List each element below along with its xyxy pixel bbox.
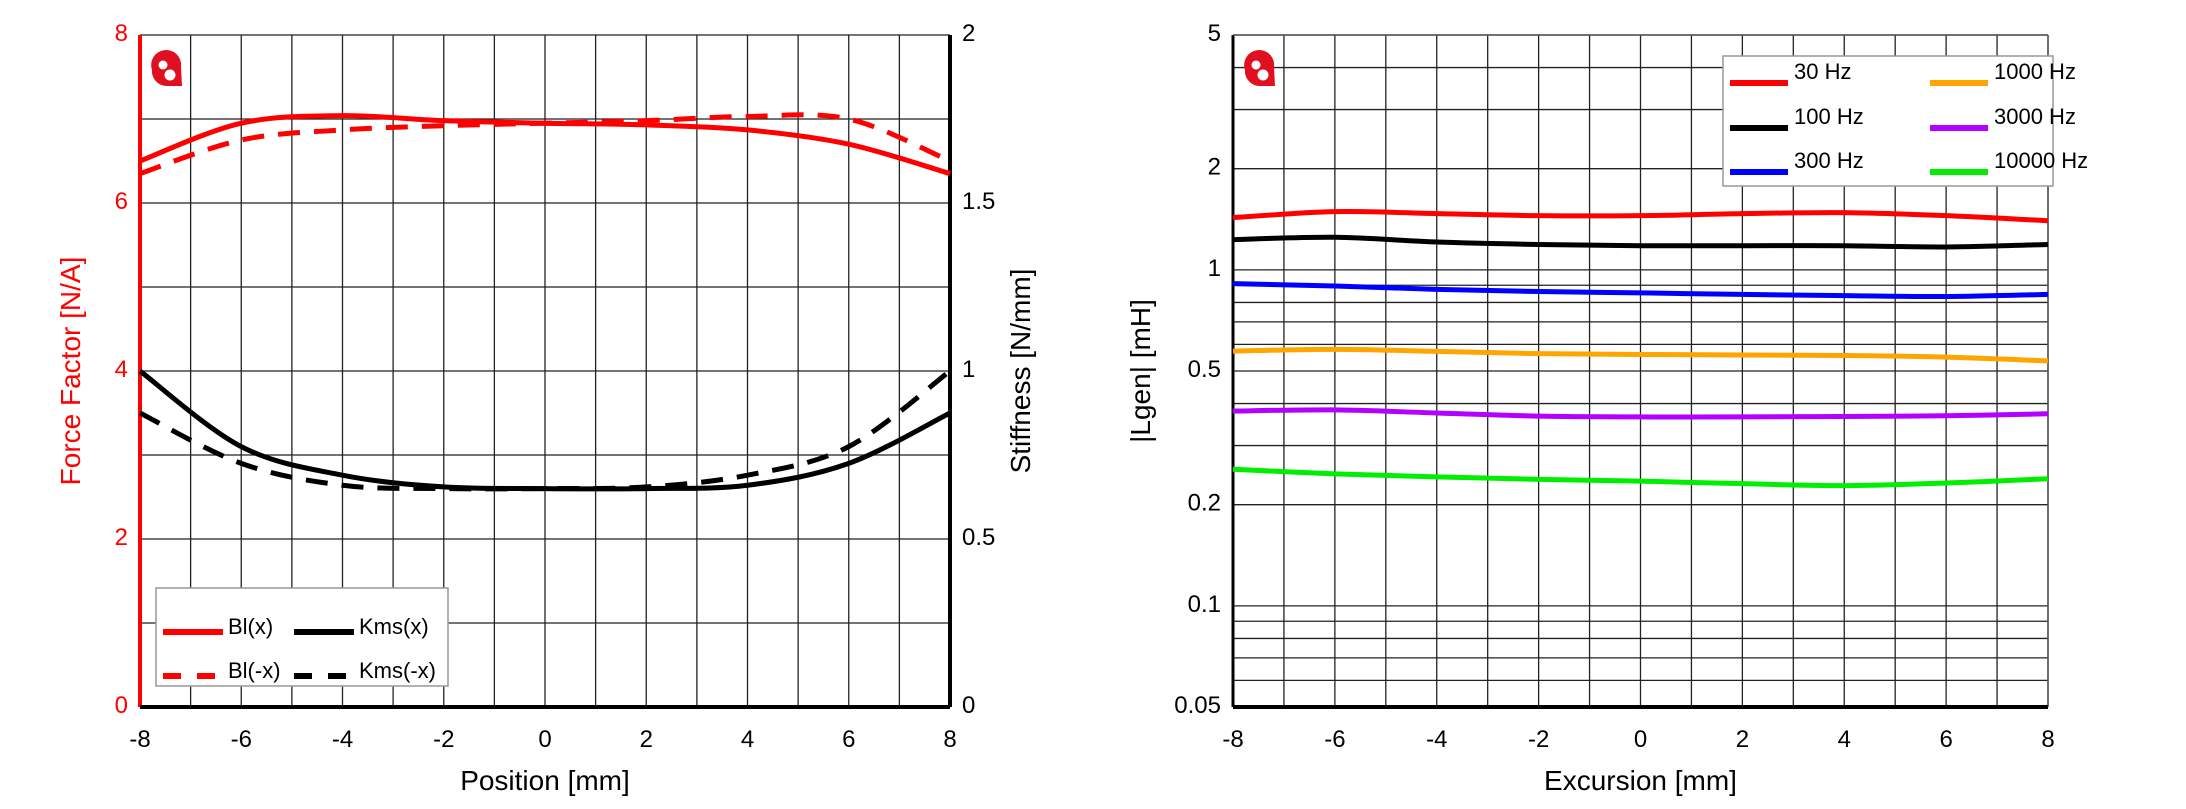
y-tick-label: 5 <box>1208 20 1221 47</box>
y-tick-label: 1 <box>1208 255 1221 282</box>
y-tick-label: 0.05 <box>1174 692 1221 719</box>
x-tick-label: -2 <box>1528 726 1549 753</box>
y-axis-title: Force Factor [N/A] <box>55 257 86 486</box>
x-tick-label: 0 <box>538 726 551 753</box>
x-tick-label: 6 <box>1939 726 1952 753</box>
series-line <box>1232 407 2049 420</box>
series-line <box>1232 281 2049 300</box>
legend-box <box>155 587 449 687</box>
legend-label: 10000 Hz <box>1994 148 2088 173</box>
series-line <box>1232 209 2049 224</box>
x-tick-label: -6 <box>1324 726 1345 753</box>
logo-dot <box>158 60 168 70</box>
x-tick-label: 8 <box>2041 726 2054 753</box>
series-line <box>1232 466 2049 489</box>
logo-dot <box>164 69 176 81</box>
legend-box <box>1722 55 2054 187</box>
logo-shape <box>1244 49 1275 86</box>
legend: 30 Hz 100 Hz 300 Hz 1000 Hz 3000 Hz 10000 Hz <box>1722 55 2088 187</box>
y2-tick-label: 2 <box>962 20 975 47</box>
y-tick-label: 4 <box>115 356 128 383</box>
x-tick-label: 2 <box>640 726 653 753</box>
x-tick-label: 8 <box>943 726 956 753</box>
legend-label: 3000 Hz <box>1994 104 2076 129</box>
x-tick-label: -2 <box>433 726 454 753</box>
x-tick-label: 4 <box>1838 726 1851 753</box>
y-tick-label: 0.5 <box>1188 356 1221 383</box>
y-tick-label: 6 <box>115 188 128 215</box>
y-tick-label: 0.2 <box>1188 490 1221 517</box>
series-line <box>1232 346 2049 364</box>
logo-dot <box>1257 69 1269 81</box>
legend-label: 300 Hz <box>1794 148 1864 173</box>
y2-tick-label: 1.5 <box>962 188 995 215</box>
x-tick-label: -4 <box>1426 726 1447 753</box>
logo-dot <box>1251 60 1261 70</box>
y-tick-label: 8 <box>115 20 128 47</box>
y-tick-label: 0 <box>115 692 128 719</box>
x-tick-label: -8 <box>129 726 150 753</box>
y-tick-label: 0.1 <box>1188 591 1221 618</box>
legend-label: 1000 Hz <box>1994 59 2076 84</box>
series-line <box>138 368 952 492</box>
legend-label: Kms(-x) <box>359 658 436 683</box>
x-tick-label: 0 <box>1634 726 1647 753</box>
x-tick-label: 6 <box>842 726 855 753</box>
series-line <box>1232 234 2049 250</box>
brand-logo-icon <box>151 49 182 86</box>
x-axis-title: Excursion [mm] <box>1544 765 1737 796</box>
legend-label: Kms(x) <box>359 614 429 639</box>
y2-axis-title: Stiffness [N/mm] <box>1005 269 1036 474</box>
y-tick-label: 2 <box>1208 154 1221 181</box>
legend-label: 100 Hz <box>1794 104 1864 129</box>
y2-tick-label: 0.5 <box>962 524 995 551</box>
x-tick-label: -6 <box>231 726 252 753</box>
x-tick-label: -4 <box>332 726 353 753</box>
legend: Bl(x) Bl(-x) Kms(x) Kms(-x) <box>155 587 449 687</box>
y-tick-label: 2 <box>115 524 128 551</box>
x-tick-label: 2 <box>1736 726 1749 753</box>
series-line <box>139 112 951 176</box>
logo-shape <box>151 49 182 86</box>
brand-logo-icon <box>1244 49 1275 86</box>
y-axis-title: |Lgen| [mH] <box>1125 299 1156 443</box>
legend-label: 30 Hz <box>1794 59 1851 84</box>
x-tick-label: -8 <box>1222 726 1243 753</box>
inductance-chart: -8 -6 -4 -2 0 2 4 6 8 0.05 0.1 0.2 0.5 1 2 5 Excursion [… <box>1125 20 2088 796</box>
series-line <box>138 368 952 492</box>
y2-tick-label: 0 <box>962 692 975 719</box>
y2-tick-label: 1 <box>962 356 975 383</box>
legend-label: Bl(-x) <box>228 658 281 683</box>
x-axis-title: Position [mm] <box>460 765 630 796</box>
legend-label: Bl(x) <box>228 614 273 639</box>
x-tick-label: 4 <box>741 726 754 753</box>
